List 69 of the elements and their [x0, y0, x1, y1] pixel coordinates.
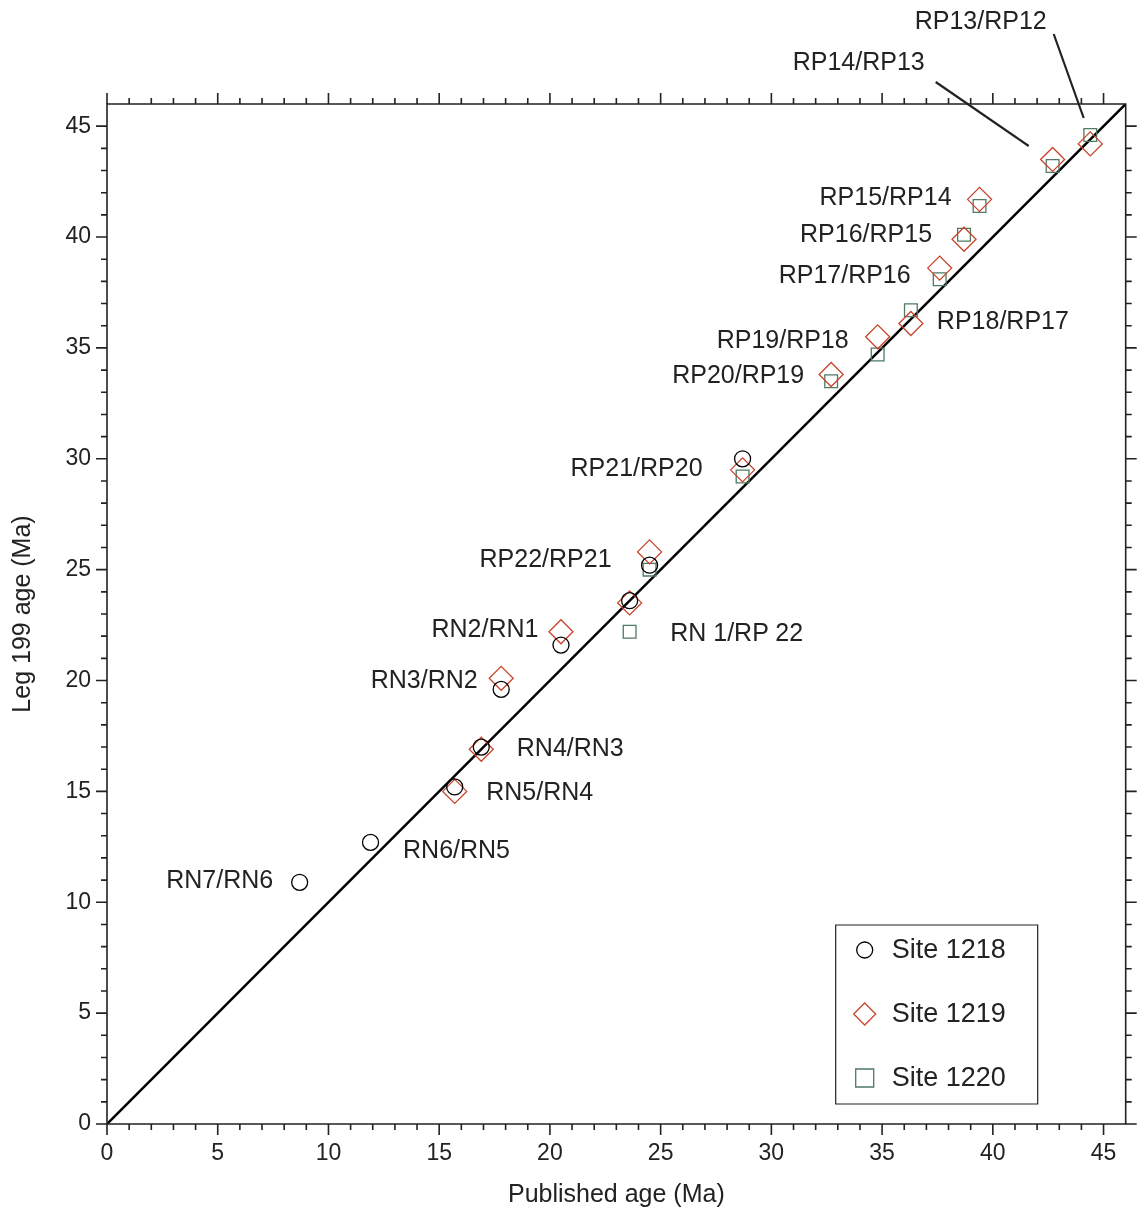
text: RP14/RP13	[792, 46, 925, 75]
x-tick-label: 35	[869, 1139, 895, 1166]
x-tick-label: 45	[1090, 1139, 1117, 1166]
y-tick-label: 10	[65, 887, 91, 914]
annotation: RP22/RP21	[479, 543, 612, 572]
x-tick-label: 20	[537, 1139, 563, 1166]
point	[442, 778, 468, 805]
y-tick-label: 5	[78, 998, 91, 1025]
point	[733, 450, 752, 468]
y-tick-label: 35	[65, 333, 91, 360]
y-tick-label: 0	[78, 1109, 91, 1136]
legend-label: Site 1218	[891, 934, 1006, 965]
annotation: RN5/RN4	[486, 777, 594, 806]
legend-label: Site 1219	[891, 998, 1006, 1029]
point	[616, 590, 643, 616]
annotation: RN 1/RP 22	[670, 617, 804, 646]
point	[642, 562, 657, 577]
y-tick-label: 20	[65, 665, 91, 692]
y-tick-label: 45	[65, 111, 91, 138]
annotation: RN6/RN5	[403, 835, 511, 864]
annotation: RN3/RN2	[370, 665, 478, 694]
annotation: RN2/RN1	[431, 613, 539, 642]
point	[927, 255, 953, 281]
x-tick-label: 5	[211, 1139, 225, 1166]
y-tick-label: 25	[65, 555, 91, 581]
point	[1077, 131, 1103, 157]
annotation: RP21/RP20	[570, 452, 703, 481]
annotation: RN7/RN6	[166, 865, 274, 894]
point	[636, 539, 663, 565]
x-tick-label: 15	[426, 1139, 452, 1166]
point	[548, 619, 574, 645]
point	[361, 833, 380, 852]
point	[622, 624, 637, 639]
annotation: RP20/RP19	[672, 360, 805, 389]
annotation: RP15/RP14	[819, 182, 952, 211]
annotation: RP16/RP15	[800, 219, 933, 248]
annotation: RP17/RP16	[778, 259, 911, 288]
x-tick-label: 0	[100, 1139, 114, 1166]
point	[729, 457, 756, 483]
point	[951, 226, 977, 252]
y-tick-label: 15	[65, 776, 91, 803]
point	[966, 186, 993, 212]
point	[898, 310, 924, 337]
point	[903, 303, 918, 318]
y-tick-label: 40	[65, 222, 91, 249]
x-tick-label: 30	[758, 1139, 785, 1166]
point	[488, 665, 514, 691]
x-tick-label: 25	[647, 1139, 674, 1166]
y-axis-title: Leg 199 age (Ma)	[6, 515, 35, 713]
point	[640, 556, 659, 574]
point	[468, 736, 494, 762]
point	[870, 347, 885, 362]
point	[552, 636, 570, 654]
point	[492, 680, 510, 699]
annotation: RP18/RP17	[936, 306, 1069, 335]
point	[1083, 128, 1098, 143]
annotation: RN4/RN3	[516, 733, 624, 762]
point	[865, 324, 891, 350]
text: RP13/RP12	[914, 5, 1047, 34]
x-tick-label: 10	[315, 1139, 342, 1166]
point	[818, 361, 844, 388]
x-axis-title: Published age (Ma)	[507, 1178, 725, 1207]
point	[291, 873, 309, 891]
y-tick-label: 30	[65, 444, 91, 471]
x-tick-label: 40	[980, 1139, 1006, 1166]
annotation: RP19/RP18	[716, 324, 849, 353]
legend-label: Site 1220	[891, 1062, 1006, 1093]
point	[1039, 146, 1066, 173]
point	[932, 272, 947, 287]
